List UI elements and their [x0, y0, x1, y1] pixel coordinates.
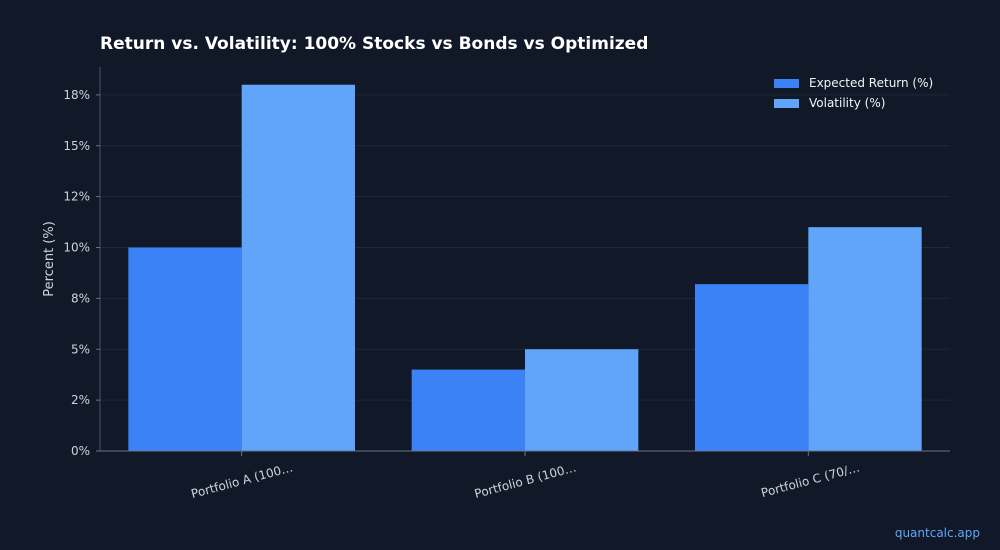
- legend-label: Expected Return (%): [809, 76, 933, 90]
- y-tick-label: 18%: [63, 88, 90, 102]
- bars: [128, 84, 922, 452]
- y-tick-label: 0%: [71, 444, 90, 458]
- chart-title: Return vs. Volatility: 100% Stocks vs Bo…: [100, 34, 648, 54]
- bar: [128, 247, 242, 451]
- y-tick-label: 8%: [71, 291, 90, 305]
- legend-swatch: [774, 79, 799, 88]
- bar: [241, 84, 355, 452]
- bar: [808, 227, 922, 451]
- watermark: quantcalc.app: [895, 526, 980, 540]
- bar: [411, 369, 525, 451]
- bar: [525, 349, 639, 451]
- y-ticks: 0% 2% 5% 8% 10% 12% 15% 18%: [63, 88, 100, 458]
- legend-swatch: [774, 99, 799, 108]
- y-tick-label: 10%: [63, 241, 90, 255]
- legend: Expected Return (%) Volatility (%): [774, 76, 933, 110]
- legend-label: Volatility (%): [809, 96, 885, 110]
- y-tick-label: 5%: [71, 342, 90, 356]
- y-axis-label: Percent (%): [42, 221, 57, 297]
- bar: [695, 284, 809, 451]
- y-tick-label: 2%: [71, 393, 90, 407]
- y-tick-label: 12%: [63, 190, 90, 204]
- y-tick-label: 15%: [63, 139, 90, 153]
